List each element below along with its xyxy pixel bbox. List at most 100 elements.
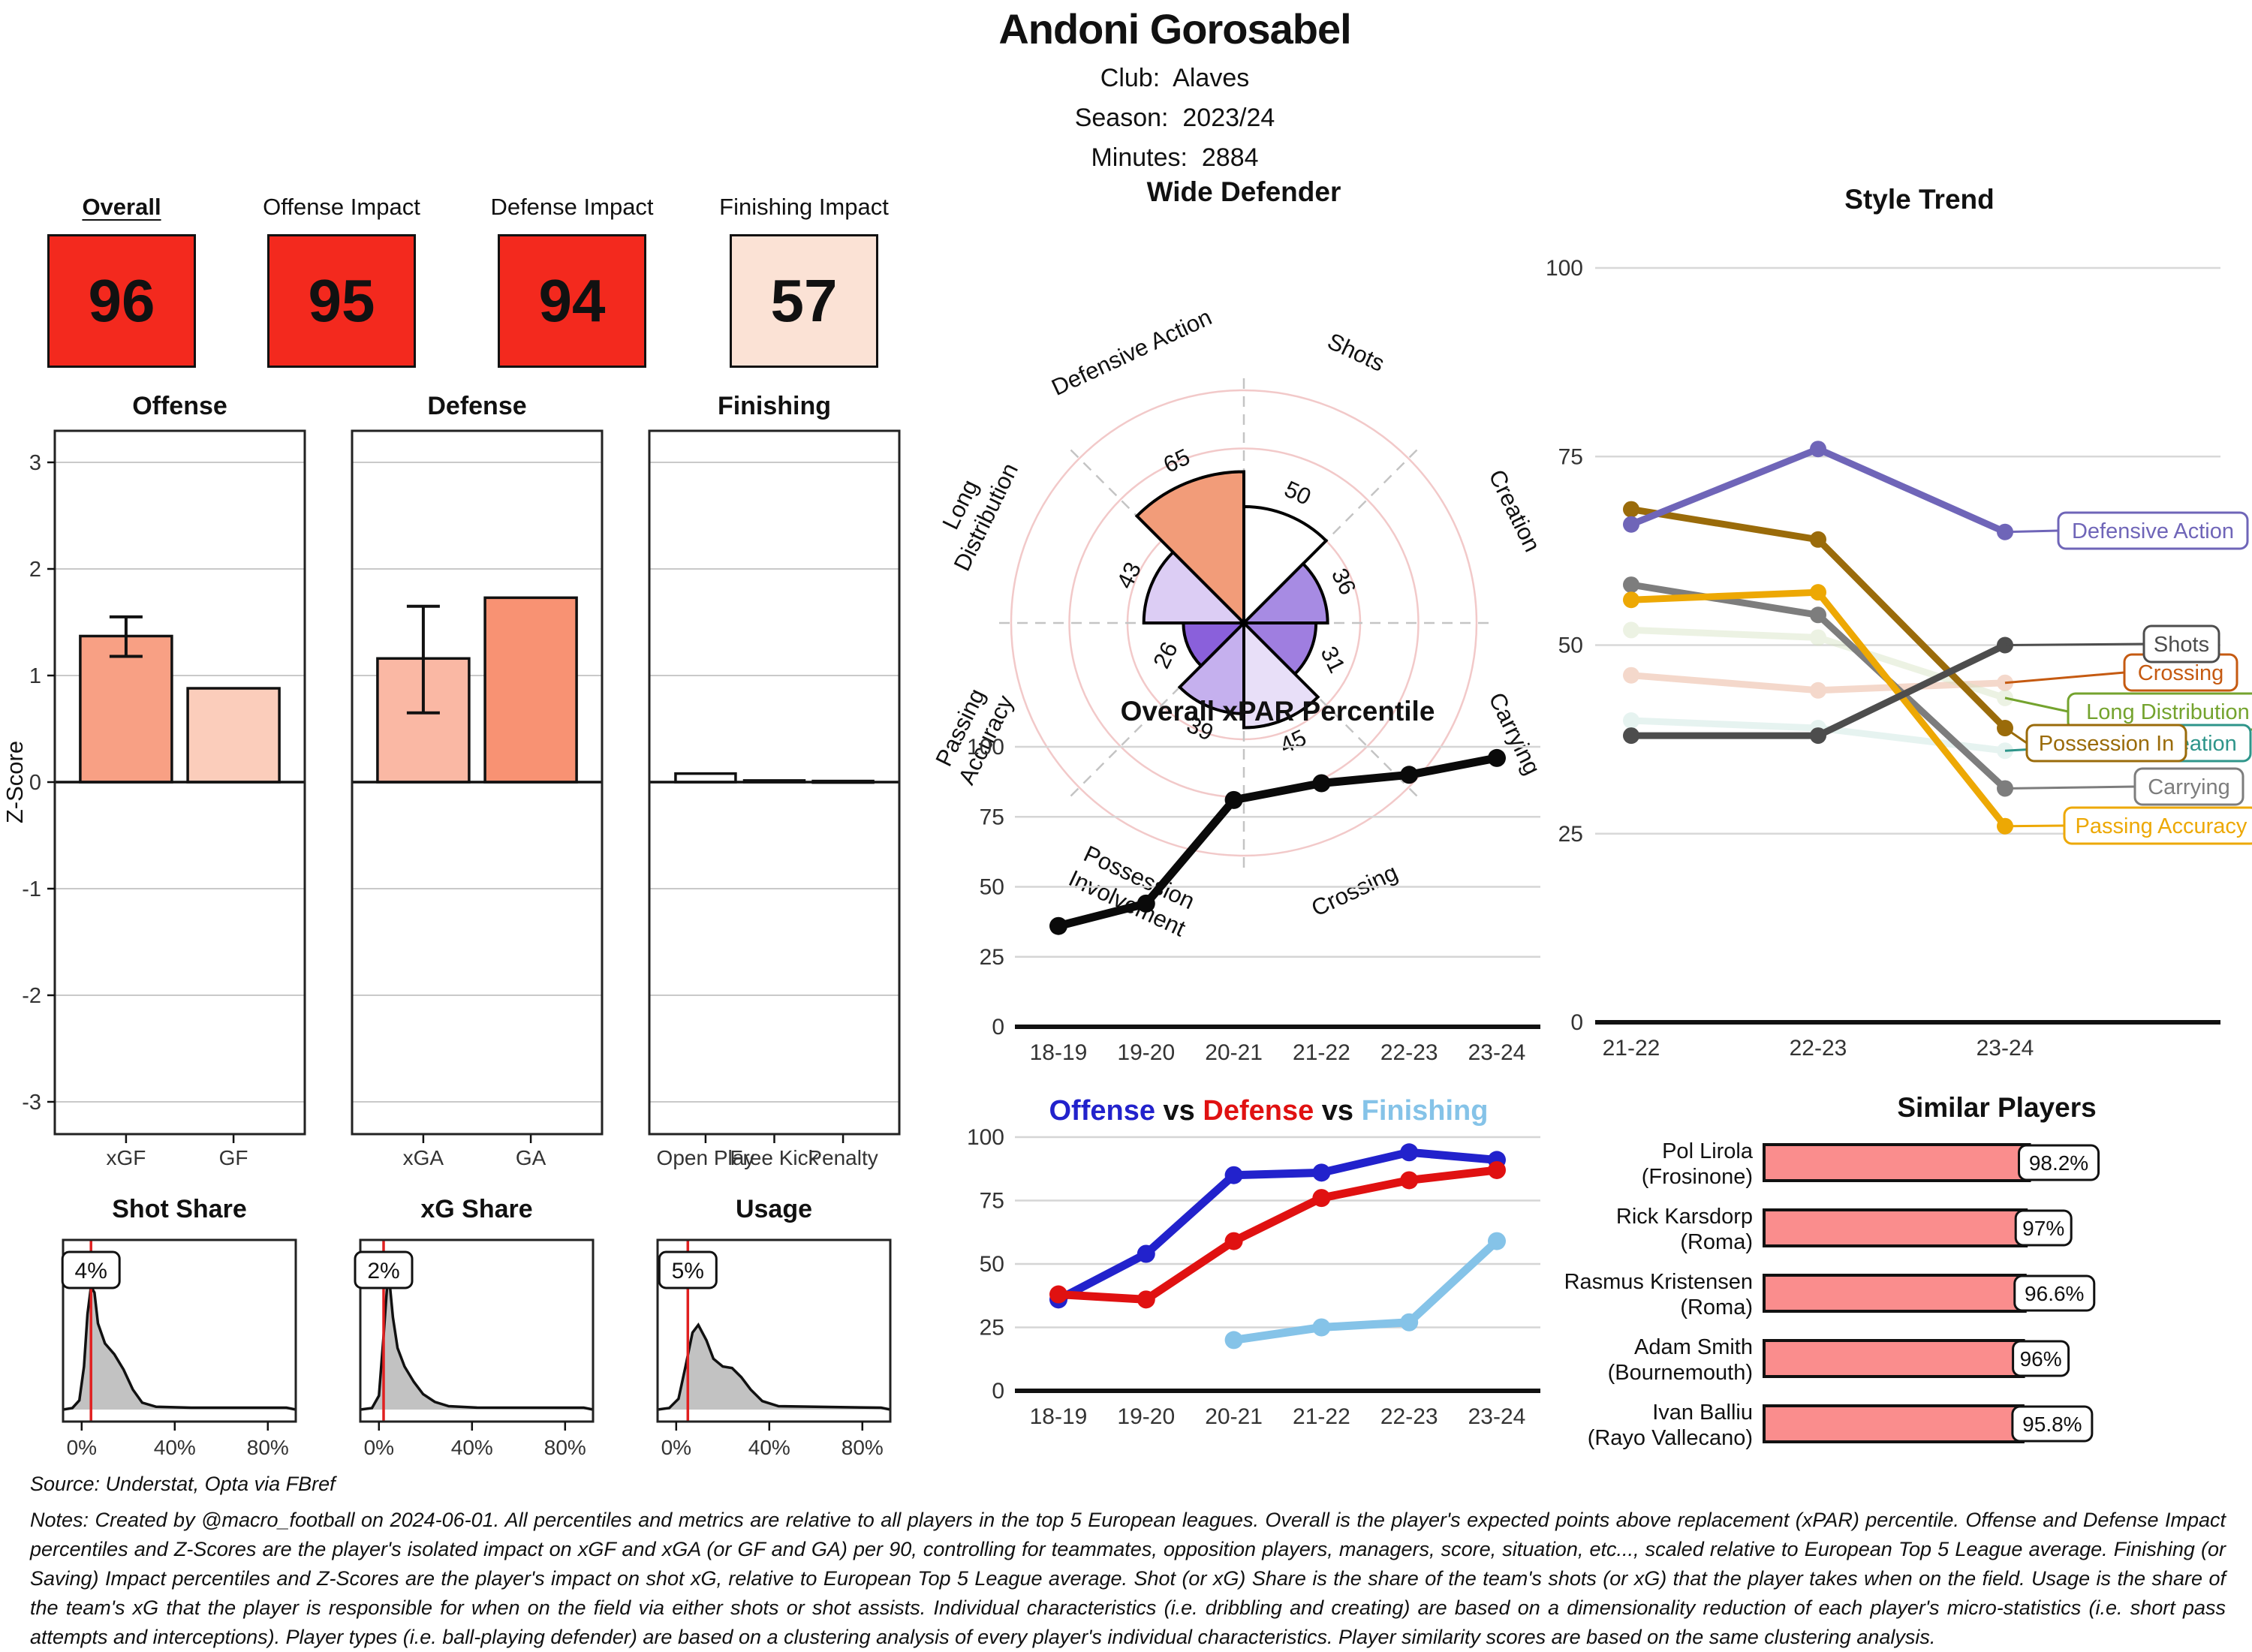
y-tick-label: 100 bbox=[1546, 256, 1583, 281]
x-tick-label: 23-24 bbox=[1468, 1404, 1526, 1429]
x-tick-label: GF bbox=[219, 1146, 248, 1169]
data-point-offense bbox=[1312, 1163, 1331, 1182]
x-tick-label: 20-21 bbox=[1205, 1040, 1263, 1065]
data-point-finishing bbox=[1224, 1331, 1243, 1350]
radar-sector-shots bbox=[1242, 504, 1329, 627]
x-tick-label: 19-20 bbox=[1117, 1404, 1175, 1429]
data-point bbox=[1623, 516, 1639, 533]
series-label: Carrying bbox=[2148, 775, 2230, 799]
season-line: Season: 2023/24 bbox=[799, 104, 1550, 133]
season-value: 2023/24 bbox=[1182, 104, 1275, 132]
club-value: Alaves bbox=[1173, 64, 1250, 92]
y-tick-label: 100 bbox=[967, 735, 1004, 760]
y-tick-label: 25 bbox=[1558, 822, 1583, 847]
data-point-finishing bbox=[1488, 1232, 1506, 1250]
x-tick-label: 22-23 bbox=[1790, 1036, 1847, 1061]
data-point-overall xpar bbox=[1049, 916, 1067, 935]
similar-player-bar bbox=[1763, 1404, 2025, 1443]
y-tick-label: 3 bbox=[29, 451, 41, 475]
zscore-panel-defense: Defense xGA GA bbox=[351, 392, 604, 1169]
x-tick-label: GA bbox=[516, 1146, 546, 1169]
distribution-xg-share: xG Share 2% 0% 40% 80% bbox=[354, 1195, 595, 1459]
x-tick-label: 19-20 bbox=[1117, 1040, 1175, 1065]
y-tick-label: 100 bbox=[967, 1125, 1004, 1150]
data-point bbox=[1623, 727, 1639, 745]
x-tick-label: 23-24 bbox=[1468, 1040, 1526, 1065]
impact-card-label: Defense Impact bbox=[490, 194, 654, 220]
similar-player-bar bbox=[1763, 1339, 2025, 1378]
impact-card-value: 96 bbox=[88, 267, 155, 334]
x-tick-label: 18-19 bbox=[1030, 1404, 1088, 1429]
x-tick-label: Free Kick bbox=[730, 1146, 819, 1169]
bar-ga bbox=[483, 596, 578, 784]
y-tick-label: 2 bbox=[29, 558, 41, 582]
page-title: Andoni Gorosabel bbox=[998, 5, 1351, 53]
zscore-panel-title: Finishing bbox=[718, 392, 831, 420]
data-point-overall xpar bbox=[1312, 774, 1331, 793]
series-label-box bbox=[2142, 624, 2220, 664]
y-tick-label: 0 bbox=[992, 1015, 1004, 1040]
x-tick-label: 80% bbox=[544, 1436, 586, 1459]
impact-card-label: Finishing Impact bbox=[719, 194, 889, 220]
minutes-line: Minutes: 2884 bbox=[799, 143, 1550, 173]
radar-sector-creation bbox=[1240, 561, 1329, 624]
data-point-defense bbox=[1400, 1171, 1419, 1190]
ovd-title-part: Defense bbox=[1203, 1095, 1314, 1127]
density-fill bbox=[658, 1325, 890, 1410]
panel-border bbox=[359, 1238, 595, 1423]
series-possession-involvement bbox=[1623, 501, 2013, 737]
impact-card-label: Overall bbox=[82, 194, 161, 220]
data-point bbox=[1623, 501, 1639, 518]
impact-card-value: 94 bbox=[538, 267, 606, 334]
similar-player-bar bbox=[1763, 1208, 2028, 1247]
data-point-offense bbox=[1137, 1244, 1155, 1263]
y-tick-label: -2 bbox=[22, 984, 41, 1008]
impact-card-box: 94 bbox=[498, 234, 646, 368]
y-axis-title: Z-Score bbox=[2, 741, 28, 823]
x-tick-label: 23-24 bbox=[1977, 1036, 2034, 1061]
similar-player-club: (Bournemouth) bbox=[1608, 1361, 1753, 1385]
series-label: Shots bbox=[2154, 633, 2209, 657]
marker-label: 4% bbox=[75, 1259, 107, 1283]
y-tick-label: 1 bbox=[29, 664, 41, 688]
impact-card-box: 57 bbox=[730, 234, 878, 368]
similar-player-value-box bbox=[2011, 1405, 2094, 1443]
x-tick-label: xGF bbox=[106, 1146, 146, 1169]
marker-label-box bbox=[658, 1250, 718, 1289]
series-label-box bbox=[2025, 724, 2187, 763]
impact-card-finishing-impact: Finishing Impact 57 bbox=[691, 194, 917, 368]
y-tick-label: 50 bbox=[980, 875, 1004, 900]
data-point-defense bbox=[1224, 1232, 1243, 1250]
series-label: Possession In bbox=[2039, 732, 2175, 756]
source-note: Source: Understat, Opta via FBref bbox=[30, 1473, 336, 1495]
series-line-defense bbox=[1054, 1166, 1501, 1304]
series-passing-accuracy bbox=[1623, 584, 2013, 835]
similar-player-value: 95.8% bbox=[2022, 1413, 2082, 1436]
club-label: Club: bbox=[1100, 64, 1161, 92]
marker-label: 2% bbox=[367, 1259, 399, 1283]
impact-card-box: 95 bbox=[267, 234, 416, 368]
x-tick-label: 80% bbox=[841, 1436, 884, 1459]
x-tick-label: 22-23 bbox=[1380, 1404, 1438, 1429]
series-line-finishing bbox=[1230, 1237, 1501, 1344]
series-label: Passing Accuracy bbox=[2076, 814, 2247, 838]
x-tick-label: 22-23 bbox=[1380, 1040, 1438, 1065]
similar-player-name: Pol Lirola bbox=[1662, 1139, 1754, 1163]
x-tick-label: 80% bbox=[247, 1436, 289, 1459]
density-fill bbox=[63, 1286, 296, 1410]
x-tick-label: 40% bbox=[154, 1436, 196, 1459]
impact-card-offense-impact: Offense Impact 95 bbox=[228, 194, 455, 368]
density-fill bbox=[360, 1280, 593, 1410]
ovd-title-part: Offense bbox=[1049, 1095, 1155, 1127]
similar-player-club: (Rayo Vallecano) bbox=[1588, 1426, 1753, 1450]
radar-axis-label: Defensive Action bbox=[1047, 304, 1215, 401]
data-point bbox=[1810, 441, 1826, 458]
label-connector bbox=[2004, 671, 2125, 685]
density-outline bbox=[62, 1282, 297, 1411]
similar-player-club: (Roma) bbox=[1680, 1295, 1753, 1319]
y-tick-label: 25 bbox=[980, 1316, 1004, 1341]
y-tick-label: -1 bbox=[22, 877, 41, 901]
y-tick-label: 75 bbox=[980, 1189, 1004, 1214]
data-point bbox=[1623, 667, 1639, 684]
